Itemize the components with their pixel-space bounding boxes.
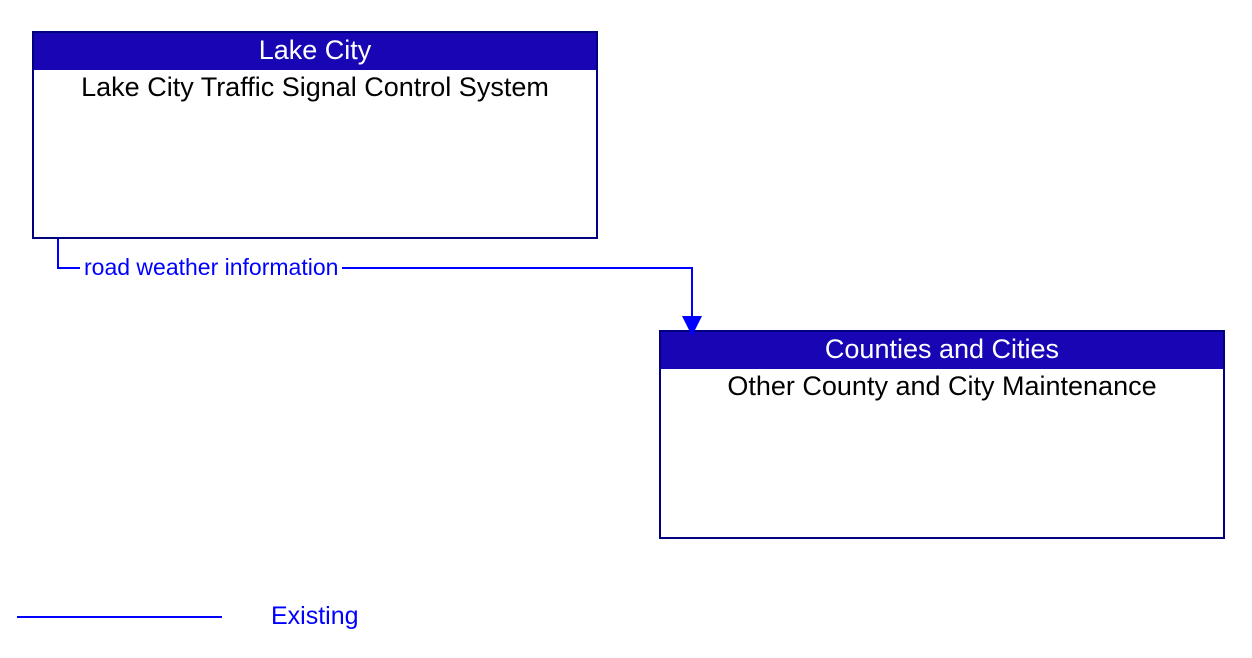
edge-road-weather (58, 239, 692, 328)
node-counties-cities-header: Counties and Cities (661, 332, 1223, 369)
diagram-canvas: Lake City Lake City Traffic Signal Contr… (0, 0, 1252, 658)
legend-existing-label: Existing (271, 602, 359, 631)
node-counties-cities: Counties and Cities Other County and Cit… (659, 330, 1225, 539)
edge-label-road-weather: road weather information (80, 254, 342, 281)
node-lake-city-header: Lake City (34, 33, 596, 70)
node-lake-city-body: Lake City Traffic Signal Control System (34, 70, 596, 103)
node-counties-cities-body: Other County and City Maintenance (661, 369, 1223, 402)
node-lake-city: Lake City Lake City Traffic Signal Contr… (32, 31, 598, 239)
